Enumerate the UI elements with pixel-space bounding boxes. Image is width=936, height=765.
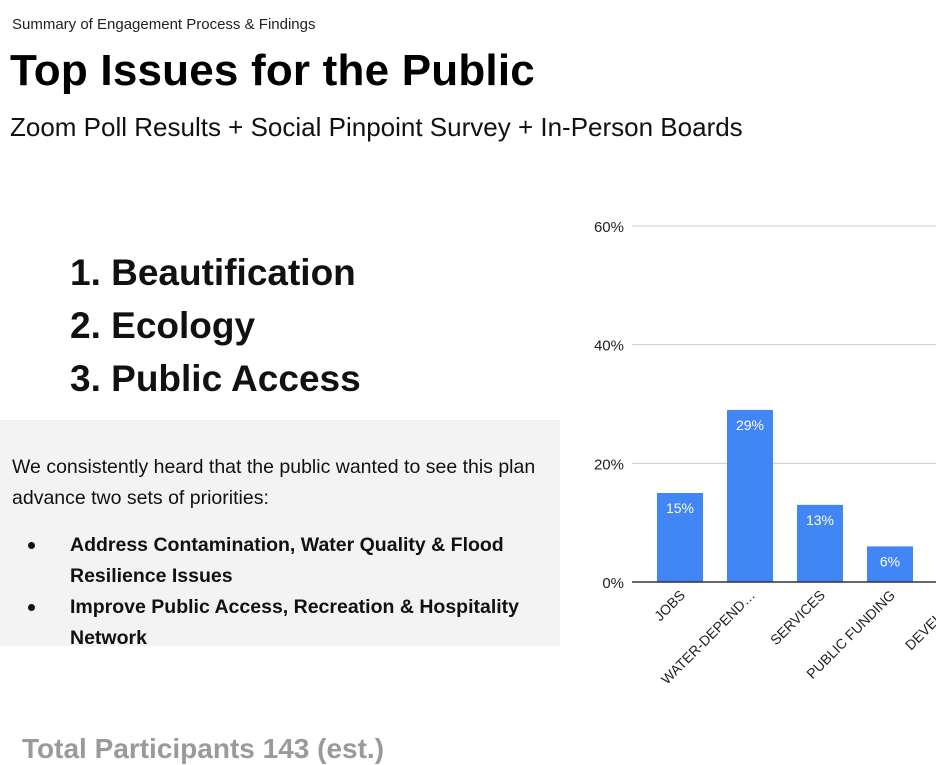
y-tick-label: 20% (594, 456, 624, 473)
x-tick-label: SERVICES (767, 587, 828, 648)
slide-title: Top Issues for the Public (10, 46, 535, 95)
bar (867, 546, 913, 582)
slide-eyebrow: Summary of Engagement Process & Findings (12, 16, 316, 33)
data-label: 13% (806, 512, 834, 528)
bullet-icon (28, 542, 35, 549)
y-tick-label: 60% (594, 219, 624, 236)
bar (657, 493, 703, 582)
total-participants: Total Participants 143 (est.) (22, 733, 385, 764)
priority-item-label: Improve Public Access, Recreation & Hosp… (70, 596, 520, 649)
ranked-issue-item: 3. Public Access (70, 358, 361, 399)
priority-item-label: Address Contamination, Water Quality & F… (70, 534, 504, 587)
bar (727, 409, 773, 582)
priority-item: Improve Public Access, Recreation & Hosp… (28, 592, 530, 653)
bullet-icon (28, 604, 35, 611)
x-tick-label: JOBS (651, 587, 688, 624)
ranked-issue-item: 1. Beautification (70, 252, 356, 293)
x-tick-label: DEVELOPM (902, 587, 936, 653)
slide-subtitle: Zoom Poll Results + Social Pinpoint Surv… (10, 112, 743, 142)
bar (797, 504, 843, 582)
ranked-issues-list: 1. Beautification 2. Ecology 3. Public A… (70, 246, 361, 405)
priority-item: Address Contamination, Water Quality & F… (28, 530, 530, 591)
priorities-panel: We consistently heard that the public wa… (0, 420, 560, 649)
data-label: 29% (736, 417, 764, 433)
priorities-list: Address Contamination, Water Quality & F… (28, 530, 530, 654)
priorities-intro: We consistently heard that the public wa… (12, 456, 536, 509)
data-label: 6% (880, 553, 900, 569)
y-tick-label: 0% (602, 575, 624, 592)
data-label: 15% (666, 500, 694, 516)
ranked-issue-item: 2. Ecology (70, 305, 256, 346)
y-tick-label: 40% (594, 338, 624, 355)
